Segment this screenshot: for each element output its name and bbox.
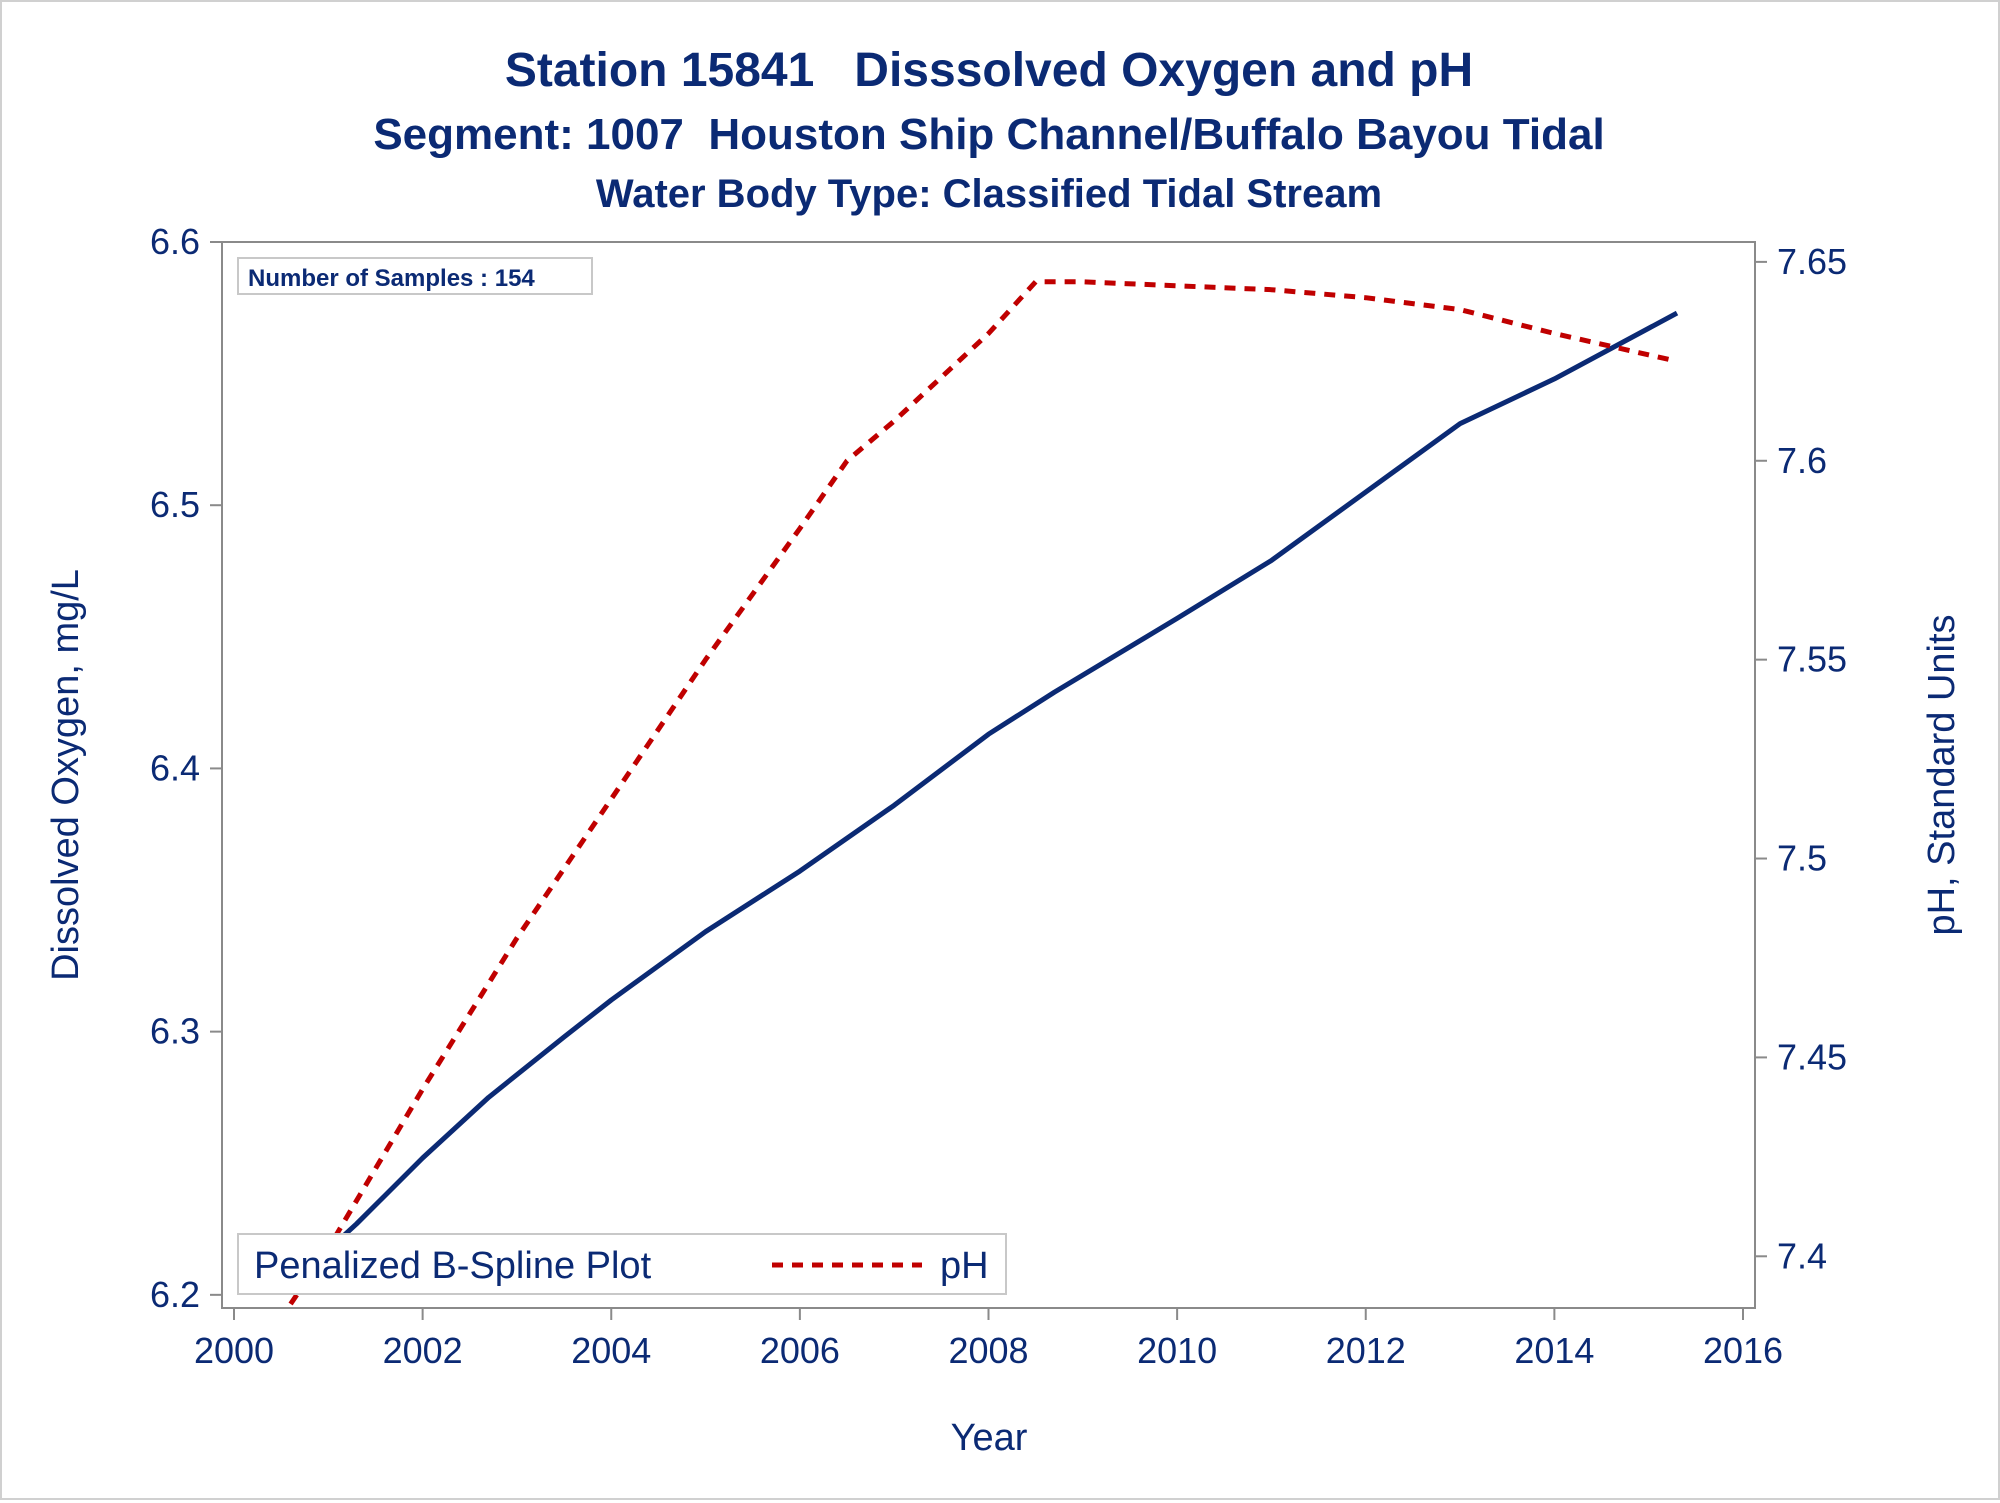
legend-label-ph: pH [940,1245,989,1287]
y-left-tick-label: 6.3 [150,1011,200,1052]
series-line-dissolved-oxygen [288,310,1679,1287]
x-tick-label: 2008 [948,1330,1028,1371]
series-layer [288,279,1679,1306]
y-axis-right-label: pH, Standard Units [1921,614,1963,935]
x-axis-label: Year [951,1417,1028,1459]
x-tick-label: 2004 [571,1330,651,1371]
x-tick-label: 2006 [760,1330,840,1371]
y-left-tick-label: 6.4 [150,747,200,788]
y-left-tick-label: 6.2 [150,1274,200,1315]
y-right-tick-label: 7.4 [1777,1235,1827,1276]
y-axis-left: 6.2 6.3 6.4 6.5 6.6 [150,221,222,1315]
chart-subtitle-water-body: Water Body Type: Classified Tidal Stream [596,172,1382,216]
legend-title: Penalized B-Spline Plot [254,1245,652,1287]
y-axis-right: 7.4 7.45 7.5 7.55 7.6 7.65 [1755,241,1847,1276]
x-axis: 2000 2002 2004 2006 2008 2010 2012 2014 2016 [194,1308,1783,1371]
y-right-tick-label: 7.6 [1777,440,1827,481]
y-right-tick-label: 7.45 [1777,1036,1847,1077]
plot-area [221,241,1756,1309]
x-tick-label: 2002 [383,1330,463,1371]
y-right-tick-label: 7.65 [1777,241,1847,282]
series-line-ph [288,279,1678,1306]
sample-count-text: Number of Samples : 154 [248,265,535,292]
y-left-tick-label: 6.5 [150,484,200,525]
x-tick-label: 2016 [1703,1330,1783,1371]
x-tick-label: 2000 [194,1330,274,1371]
chart-subtitle: Segment: 1007 Houston Ship Channel/Buffa… [373,110,1604,159]
y-right-tick-label: 7.5 [1777,838,1827,879]
chart-title: Station 15841 Disssolved Oxygen and pH [505,44,1473,97]
sample-count-box [237,257,593,295]
y-axis-left-label: Dissolved Oxygen, mg/L [45,569,87,981]
y-left-tick-label: 6.6 [150,221,200,262]
x-tick-label: 2010 [1137,1330,1217,1371]
x-tick-label: 2014 [1514,1330,1594,1371]
x-tick-label: 2012 [1326,1330,1406,1371]
y-right-tick-label: 7.55 [1777,639,1847,680]
